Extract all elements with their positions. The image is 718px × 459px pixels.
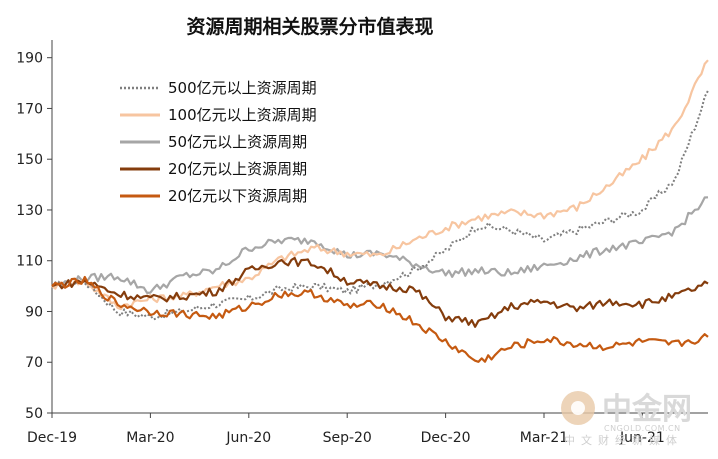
watermark-brand: 中金网 — [602, 392, 692, 427]
chart-title: 资源周期相关股票分市值表现 — [186, 15, 433, 38]
series-line-1 — [51, 59, 709, 311]
y-tick-label: 70 — [25, 355, 43, 371]
series-line-2 — [51, 196, 709, 294]
y-tick-label: 150 — [16, 152, 43, 168]
x-tick-label: Mar-21 — [520, 430, 568, 446]
series-line-3 — [51, 256, 709, 328]
legend: 500亿元以上资源周期 100亿元以上资源周期 50亿元以上资源周期 20亿元以上资源… — [120, 79, 317, 205]
y-tick-label: 170 — [16, 101, 43, 117]
legend-label-2: 50亿元以上资源周期 — [168, 133, 307, 151]
y-tick-label: 90 — [25, 304, 43, 320]
x-tick-label: Mar-20 — [126, 430, 174, 446]
x-tick-label: Jun-21 — [619, 430, 665, 446]
legend-label-1: 100亿元以上资源周期 — [168, 106, 317, 124]
y-tick-label: 50 — [25, 406, 43, 422]
watermark: 中金网 CNGOLD.COM.CN 中文财经新媒体 — [561, 391, 692, 447]
watermark-logo-icon — [561, 391, 595, 425]
legend-label-4: 20亿元以下资源周期 — [168, 187, 307, 205]
y-tick-label: 130 — [16, 203, 43, 219]
x-tick-label: Sep-20 — [323, 430, 372, 446]
series-lines — [51, 59, 709, 363]
x-tick-label: Jun-20 — [225, 430, 271, 446]
series-line-4 — [51, 275, 709, 363]
watermark-domain: CNGOLD.COM.CN — [604, 424, 681, 433]
x-tick-label: Dec-19 — [27, 430, 77, 446]
y-tick-label: 110 — [16, 254, 43, 270]
x-tick-label: Dec-20 — [421, 430, 471, 446]
y-tick-label: 190 — [16, 51, 43, 67]
series-line-0 — [51, 90, 709, 321]
axes: 50 70 90 110 130 150 170 190 Dec-19 Mar-20 Jun-20 S… — [16, 40, 708, 446]
legend-label-0: 500亿元以上资源周期 — [168, 79, 317, 97]
watermark-tagline: 中文财经新媒体 — [564, 433, 683, 447]
legend-label-3: 20亿元以上资源周期 — [168, 160, 307, 178]
